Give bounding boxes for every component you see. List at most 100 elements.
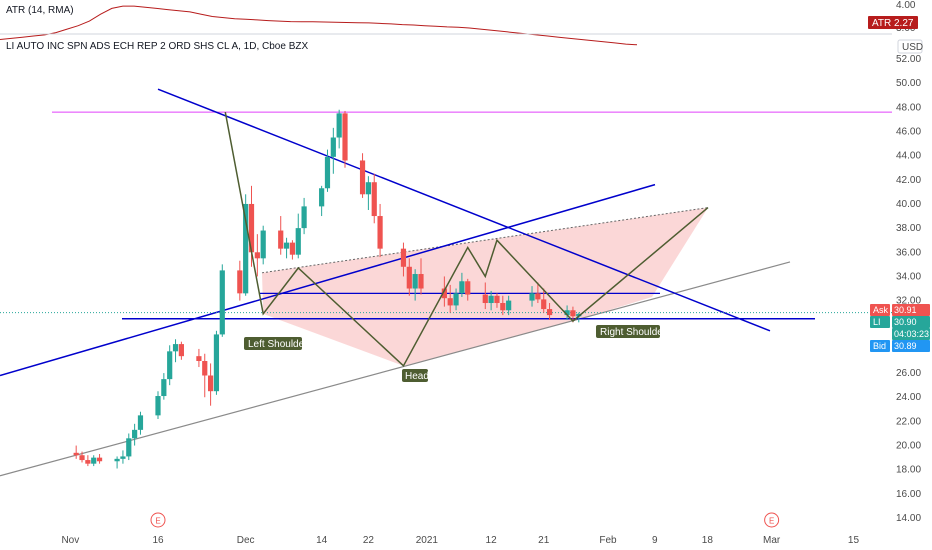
candle: [172, 339, 179, 363]
candle: [324, 149, 331, 192]
head-and-shoulders-path[interactable]: [224, 112, 709, 368]
candle-body: [482, 294, 488, 304]
candle-body: [91, 457, 97, 464]
time-tick-label: 18: [702, 535, 714, 546]
candle: [79, 451, 85, 463]
candle-body: [237, 270, 243, 294]
earnings-marker[interactable]: E: [150, 512, 166, 528]
candle-body: [167, 351, 173, 380]
candle-body: [406, 266, 412, 289]
candle-body: [155, 396, 161, 416]
time-tick-label: 15: [848, 535, 860, 546]
candle: [196, 348, 202, 368]
time-tick-label: Dec: [237, 535, 255, 546]
price-tick-label: 52.00: [896, 54, 921, 65]
ascending-trendline[interactable]: [0, 183, 656, 377]
currency-button[interactable]: USD: [897, 39, 923, 54]
candle: [237, 260, 243, 301]
candle-body: [213, 334, 220, 392]
price-tick-label: 42.00: [896, 175, 921, 186]
earnings-marker-label: E: [155, 517, 160, 526]
candle: [319, 185, 325, 217]
left-shoulder-label[interactable]: Left Shoulder: [244, 337, 308, 350]
atr-badge: ATR 2.27: [868, 16, 918, 29]
candle: [213, 330, 220, 395]
candle: [546, 303, 553, 320]
candle: [132, 423, 138, 446]
price-tick-label: 20.00: [896, 441, 921, 452]
head-text: Head: [405, 371, 429, 382]
candle: [482, 282, 488, 310]
price-tick-label: 16.00: [896, 489, 921, 500]
candle: [336, 109, 342, 149]
candle-body: [342, 113, 348, 161]
candle-body: [465, 281, 471, 295]
candle: [243, 194, 249, 296]
candle: [535, 282, 541, 304]
candle: [447, 284, 453, 313]
candle: [359, 153, 366, 198]
candle: [96, 454, 103, 464]
time-tick-label: 9: [652, 535, 658, 546]
neckline-projection-dotted[interactable]: [261, 207, 709, 274]
time-tick-label: Nov: [61, 535, 79, 546]
candle-body: [441, 288, 447, 299]
candle: [365, 176, 371, 210]
candle: [494, 293, 500, 308]
candle: [406, 258, 412, 296]
candle-body: [283, 242, 290, 249]
candle-body: [207, 375, 214, 392]
candle: [301, 197, 307, 235]
candle-body: [330, 137, 336, 157]
candle: [506, 295, 512, 316]
candle: [500, 295, 506, 316]
candle-body: [254, 252, 260, 259]
candle-body: [564, 310, 570, 316]
head-label[interactable]: Head: [402, 369, 429, 382]
candle-body: [248, 203, 255, 253]
price-pane: LI AUTO INC SPN ADS ECH REP 2 ORD SHS CL…: [0, 39, 930, 524]
candle-body: [161, 379, 167, 397]
price-tick-label: 36.00: [896, 247, 921, 258]
candle: [330, 127, 336, 174]
candle: [412, 269, 418, 301]
price-badge: 04:03:23: [892, 328, 930, 340]
price-badge-value: 30.89: [894, 341, 917, 351]
price-badge-label: Bid: [873, 341, 886, 351]
price-badge-value: 30.91: [894, 305, 917, 315]
candle-body: [546, 309, 553, 316]
price-badge-value: 04:03:23: [894, 329, 929, 339]
atr-badge-value: 2.27: [894, 18, 914, 29]
candle: [459, 272, 465, 297]
candle-body: [96, 457, 103, 462]
candle-body: [178, 344, 184, 357]
right-shoulder-label[interactable]: Right Shoulder: [596, 325, 667, 338]
price-tick-label: 50.00: [896, 78, 921, 89]
candle: [207, 363, 214, 406]
earnings-marker[interactable]: E: [764, 512, 780, 528]
candle-body: [114, 458, 120, 462]
indicator-pane: ATR (14, RMA) 4.003.00 ATR 2.27: [0, 0, 918, 46]
left-shoulder-text: Left Shoulder: [248, 339, 308, 350]
candle: [114, 456, 120, 469]
candle-body: [219, 270, 225, 335]
candles: [73, 109, 582, 469]
candle-body: [132, 429, 138, 439]
descending-trendline[interactable]: [157, 88, 771, 332]
time-tick-label: 2021: [416, 535, 439, 546]
candle: [85, 455, 91, 467]
support-trendline[interactable]: [0, 261, 791, 477]
candle: [418, 258, 424, 295]
candle-body: [79, 455, 85, 461]
candle: [178, 341, 184, 360]
candle-body: [453, 293, 459, 306]
candle-body: [541, 299, 547, 310]
earnings-marker-label: E: [769, 517, 774, 526]
candle: [371, 173, 377, 224]
candle-body: [73, 452, 79, 456]
candle-body: [85, 460, 91, 464]
candle: [465, 278, 471, 301]
